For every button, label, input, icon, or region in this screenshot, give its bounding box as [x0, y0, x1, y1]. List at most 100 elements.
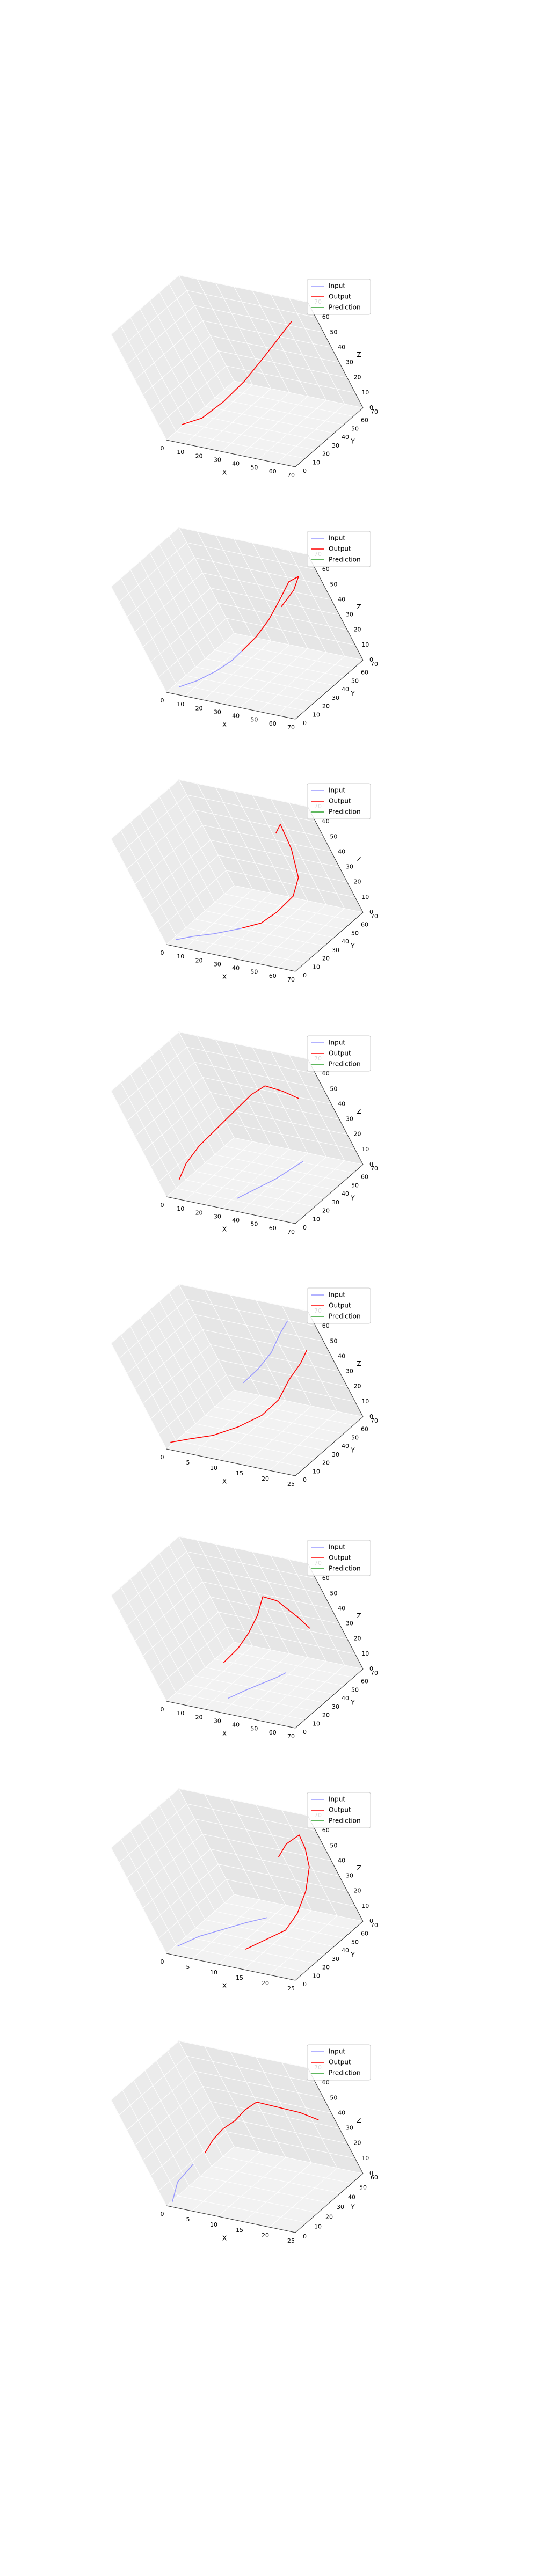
y-tick-label: 60: [371, 2174, 378, 2181]
z-gridline: [158, 2131, 355, 2191]
z-gridline: [127, 1818, 324, 1878]
z-tick-label: 30: [346, 359, 353, 366]
z-gridline: [127, 809, 324, 869]
z-axis-line: [307, 1058, 364, 1165]
y-tick-label: 70: [371, 1165, 378, 1172]
z-gridline: [111, 2040, 308, 2101]
legend: Input Output Prediction: [307, 1792, 371, 1828]
y-tick-label: 40: [342, 434, 349, 441]
y-tick-label: 30: [337, 2204, 344, 2211]
z-axis-line: [307, 302, 364, 408]
y-tick-label: 40: [342, 1190, 349, 1197]
x-tick-label: 10: [210, 2221, 217, 2228]
z-tick-label: 40: [338, 1100, 345, 1107]
y-tick-label: 40: [342, 1695, 349, 1702]
x-tick-label: 30: [214, 961, 221, 968]
x-tick-label: 15: [236, 2227, 243, 2234]
y-tick-label: 50: [351, 1686, 359, 1693]
legend-label: Input: [329, 1039, 345, 1046]
z-gridline: [111, 1284, 308, 1344]
z-tick-label: 40: [338, 1857, 345, 1864]
z-tick-label: 20: [354, 1635, 361, 1642]
z-tick-label: 60: [322, 566, 330, 573]
legend-label: Input: [329, 282, 345, 290]
y-tick-label: 40: [342, 1443, 349, 1450]
legend-label: Input: [329, 1543, 345, 1551]
legend: Input Output Prediction: [307, 2044, 371, 2081]
z-gridline: [166, 2146, 364, 2206]
legend-box: [307, 783, 371, 819]
y-tick-label: 10: [313, 1972, 320, 1979]
legend-label: Output: [329, 293, 351, 301]
chart-panel-7: 0510152025010203040506070010203040506070…: [111, 1788, 378, 1992]
z-gridline: [150, 855, 347, 915]
y-axis-line: [295, 660, 364, 720]
z-tick-label: 60: [322, 313, 330, 320]
z-gridline: [158, 1374, 355, 1435]
y-tick-label: 30: [332, 1703, 339, 1710]
legend-box: [307, 1792, 371, 1828]
y-tick-label: 30: [332, 1199, 339, 1206]
z-tick-label: 0: [369, 1665, 373, 1672]
x-tick-label: 15: [236, 1470, 243, 1477]
x-tick-label: 70: [287, 1733, 295, 1740]
series-line-input: [176, 927, 243, 940]
x-tick-label: 0: [161, 445, 164, 452]
z-tick-label: 60: [322, 1322, 330, 1329]
z-gridline: [158, 870, 355, 930]
y-tick-label: 10: [313, 459, 320, 466]
y-axis-line: [295, 1164, 364, 1224]
z-gridline: [111, 1031, 308, 1092]
y-tick-label: 10: [313, 711, 320, 718]
z-tick-label: 30: [346, 2125, 353, 2132]
z-tick-label: 50: [330, 328, 337, 335]
z-gridline: [158, 1122, 355, 1182]
z-gridline: [142, 335, 339, 395]
x-tick-label: 10: [177, 449, 184, 456]
series-line-output: [245, 1834, 310, 1950]
z-gridline: [111, 527, 308, 587]
z-gridline: [142, 2101, 339, 2161]
y-tick-label: 0: [303, 972, 307, 979]
legend-box: [307, 279, 371, 315]
z-gridline: [166, 1642, 364, 1702]
z-tick-label: 20: [354, 1887, 361, 1894]
z-tick-label: 10: [361, 894, 369, 901]
x-axis-label: X: [222, 974, 227, 981]
y-tick-label: 50: [359, 2184, 367, 2191]
legend-label: Input: [329, 1291, 345, 1299]
legend-label: Input: [329, 1796, 345, 1803]
y-tick-label: 20: [325, 2213, 333, 2220]
y-tick-label: 70: [371, 913, 378, 920]
z-tick-label: 40: [338, 1352, 345, 1359]
legend: Input Output Prediction: [307, 1540, 371, 1576]
y-tick-label: 50: [351, 1182, 359, 1189]
x-axis-line: [166, 440, 296, 467]
y-tick-label: 50: [351, 677, 359, 684]
z-tick-label: 40: [338, 343, 345, 350]
x-axis-label: X: [222, 1226, 227, 1233]
chart-panel-5: 0510152025010203040506070010203040506070…: [111, 1284, 378, 1488]
z-gridline: [150, 603, 347, 663]
z-gridline: [166, 1894, 364, 1954]
legend-label: Input: [329, 535, 345, 542]
x-tick-label: 5: [186, 2216, 190, 2223]
z-tick-label: 60: [322, 818, 330, 825]
z-gridline: [119, 1046, 316, 1107]
z-axis-line: [307, 554, 364, 661]
y-tick-label: 30: [332, 1451, 339, 1458]
z-gridline: [119, 794, 316, 854]
y-tick-label: 10: [314, 2223, 322, 2230]
x-tick-label: 0: [161, 1958, 164, 1965]
series-line-input: [243, 1320, 288, 1384]
x-tick-label: 5: [186, 1459, 190, 1466]
series-line-input: [177, 1917, 267, 1947]
z-tick-label: 10: [361, 2155, 369, 2162]
z-tick-label: 0: [369, 909, 373, 916]
z-tick-label: 50: [330, 1842, 337, 1849]
x-axis-label: X: [222, 2235, 227, 2242]
z-gridline: [166, 633, 364, 693]
y-tick-label: 60: [361, 1174, 368, 1181]
z-gridline: [111, 1536, 308, 1596]
